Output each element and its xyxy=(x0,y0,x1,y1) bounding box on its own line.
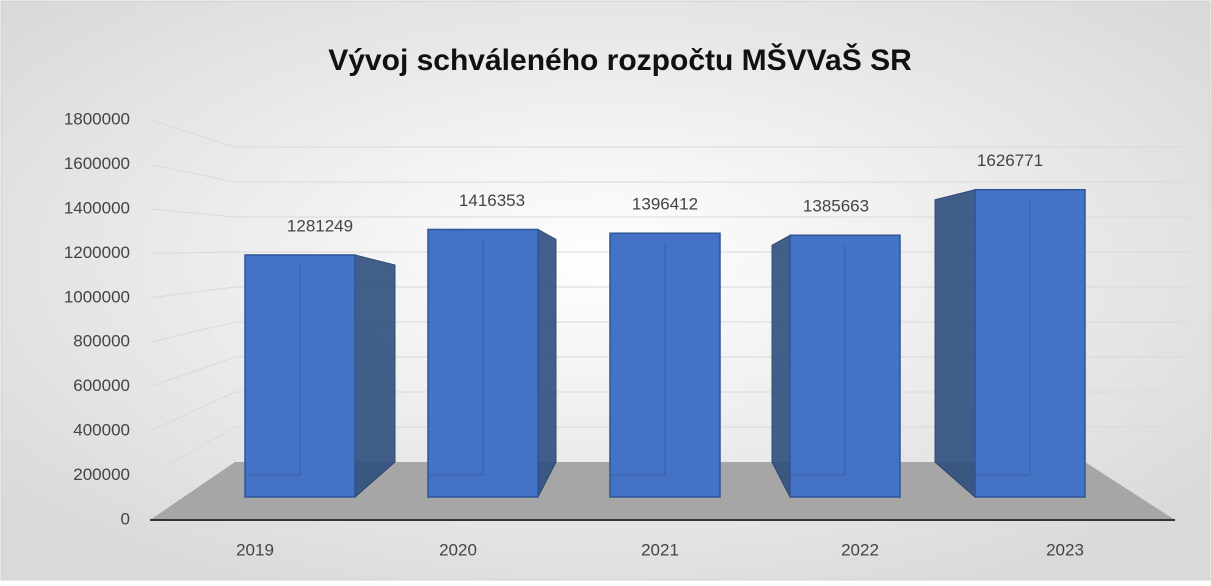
bars: 2019 1281249 2020 1416353 2021 1396412 2022 138… xyxy=(236,151,1086,559)
bar-edge xyxy=(790,245,846,476)
y-tick-label: 1800000 xyxy=(64,109,130,128)
bar-side xyxy=(934,189,976,499)
bar-edge xyxy=(428,239,484,476)
bar-side xyxy=(354,254,396,499)
value-label: 1396412 xyxy=(632,195,698,214)
grid-line xyxy=(149,119,1190,148)
y-tick-label: 1600000 xyxy=(64,154,130,173)
y-tick-label: 400000 xyxy=(73,421,130,440)
grid: 0 200000 400000 600000 800000 1000000 1200000 1… xyxy=(64,109,1190,528)
bar-edge xyxy=(975,199,1031,476)
bar-side xyxy=(537,228,557,498)
x-tick-label: 2021 xyxy=(641,540,679,559)
y-tick-label: 800000 xyxy=(73,332,130,351)
x-tick-label: 2022 xyxy=(841,540,879,559)
y-tick-label: 200000 xyxy=(73,465,130,484)
y-tick-label: 0 xyxy=(121,509,130,528)
bar-side xyxy=(771,234,791,498)
value-label: 1416353 xyxy=(459,191,525,210)
bar-edge xyxy=(245,264,301,476)
grid-line xyxy=(149,208,1190,218)
y-tick-label: 1400000 xyxy=(64,198,130,217)
chart-title: Vývoj schváleného rozpočtu MŠVVaŠ SR xyxy=(328,43,912,77)
y-tick-label: 600000 xyxy=(73,376,130,395)
y-tick-label: 1000000 xyxy=(64,287,130,306)
value-label: 1385663 xyxy=(803,197,869,216)
grid-line xyxy=(149,163,1190,183)
x-tick-label: 2020 xyxy=(439,540,477,559)
y-tick-label: 1200000 xyxy=(64,243,130,262)
x-tick-label: 2019 xyxy=(236,540,274,559)
value-label: 1626771 xyxy=(977,151,1043,170)
value-label: 1281249 xyxy=(287,216,353,235)
bar-edge xyxy=(610,243,666,476)
x-tick-label: 2023 xyxy=(1046,540,1084,559)
